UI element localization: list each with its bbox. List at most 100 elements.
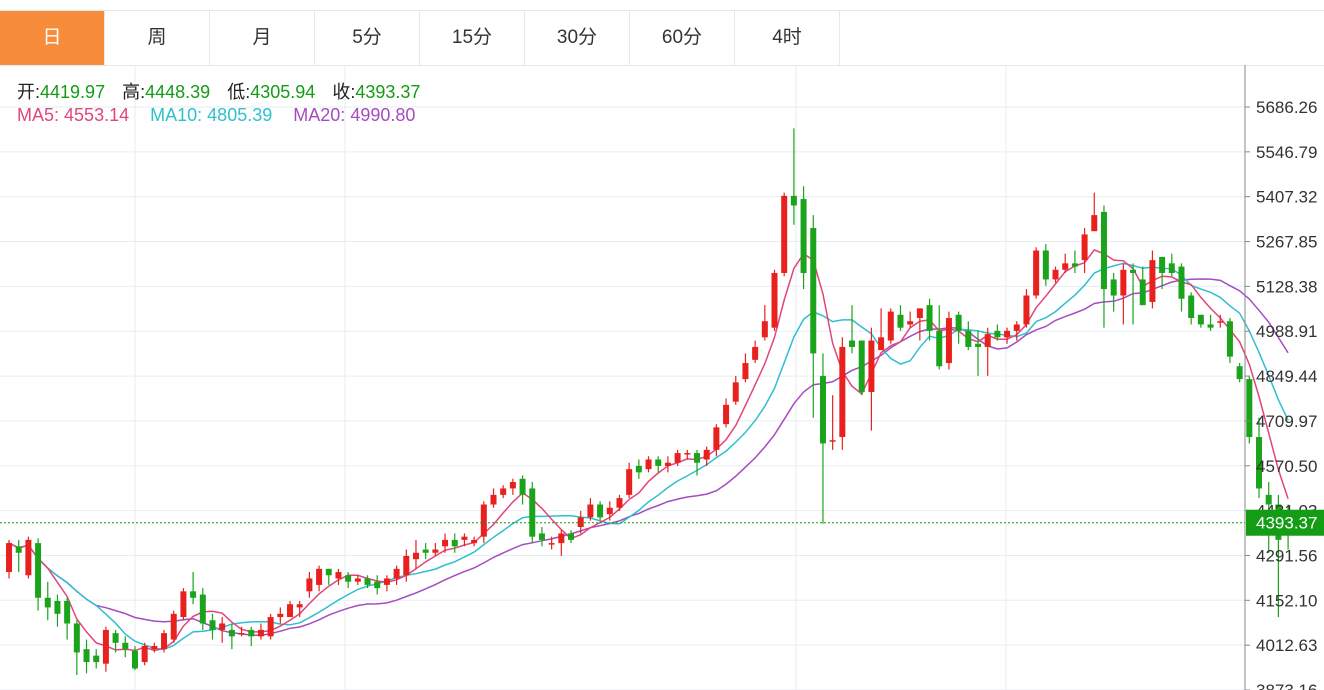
candle bbox=[790, 128, 797, 225]
candle-body bbox=[296, 604, 303, 608]
candle bbox=[713, 424, 720, 457]
candle bbox=[209, 613, 216, 640]
candle-body bbox=[1197, 314, 1204, 325]
tab-30min[interactable]: 30分 bbox=[525, 11, 630, 65]
candle-body bbox=[1226, 321, 1233, 357]
candle bbox=[1188, 292, 1195, 325]
candle bbox=[684, 449, 691, 460]
candle-body bbox=[858, 340, 865, 392]
ma5-value: 4553.14 bbox=[64, 105, 130, 125]
low-value: 4305.94 bbox=[250, 82, 316, 102]
candle bbox=[1207, 314, 1214, 331]
candle bbox=[994, 324, 1001, 341]
candle-body bbox=[916, 308, 923, 319]
candle-body bbox=[219, 623, 226, 630]
candle-body bbox=[287, 604, 294, 618]
candle-body bbox=[849, 340, 856, 347]
y-tick-label: 4988.91 bbox=[1256, 322, 1317, 341]
candle bbox=[897, 305, 904, 331]
candle bbox=[180, 588, 187, 621]
candle bbox=[626, 462, 633, 499]
candle-body bbox=[451, 539, 458, 547]
tab-4hour[interactable]: 4时 bbox=[735, 11, 840, 65]
candle-body bbox=[790, 195, 797, 206]
low-label: 低: bbox=[227, 82, 251, 102]
candle bbox=[1149, 250, 1156, 309]
candle bbox=[1120, 263, 1127, 325]
candle-body bbox=[238, 633, 245, 635]
candle-body bbox=[1217, 321, 1224, 323]
candle bbox=[122, 636, 129, 658]
candle-body bbox=[1256, 436, 1263, 489]
candle bbox=[1197, 314, 1204, 328]
candle-body bbox=[170, 613, 177, 640]
candle bbox=[771, 269, 778, 331]
candle-body bbox=[538, 533, 545, 540]
candle-body bbox=[907, 321, 914, 325]
candle-body bbox=[383, 578, 390, 585]
candle-body bbox=[1033, 250, 1040, 296]
candle bbox=[25, 536, 32, 579]
candle-body bbox=[800, 199, 807, 274]
candle-body bbox=[1188, 295, 1195, 319]
candle-body bbox=[984, 334, 991, 347]
candle-body bbox=[422, 549, 429, 553]
candle-body bbox=[868, 340, 875, 392]
candle bbox=[693, 449, 700, 476]
tab-15min[interactable]: 15分 bbox=[420, 11, 525, 65]
candle-body bbox=[35, 543, 42, 598]
candle-body bbox=[471, 539, 478, 544]
tab-5min[interactable]: 5分 bbox=[315, 11, 420, 65]
candle bbox=[819, 353, 826, 524]
candle-body bbox=[829, 440, 836, 442]
candle-body bbox=[500, 488, 507, 495]
candle bbox=[374, 575, 381, 595]
candle bbox=[1226, 318, 1233, 364]
candle-body bbox=[684, 453, 691, 455]
candle bbox=[277, 607, 284, 624]
candle-body bbox=[461, 536, 468, 540]
tab-60min[interactable]: 60分 bbox=[630, 11, 735, 65]
tab-week[interactable]: 周 bbox=[105, 11, 210, 65]
candle bbox=[732, 375, 739, 405]
candle bbox=[471, 536, 478, 547]
y-tick-label: 5546.79 bbox=[1256, 143, 1317, 162]
candle-body bbox=[1052, 269, 1059, 280]
ma10-value: 4805.39 bbox=[207, 105, 273, 125]
candle-body bbox=[509, 482, 516, 489]
candle-body bbox=[1159, 256, 1166, 274]
candle-body bbox=[306, 578, 313, 592]
candle-body bbox=[635, 465, 642, 473]
candle bbox=[887, 308, 894, 344]
candle bbox=[422, 543, 429, 560]
candle-body bbox=[897, 314, 904, 328]
candle-body bbox=[965, 330, 972, 347]
current-price: 4393.37 bbox=[0, 509, 1324, 536]
candle-body bbox=[490, 494, 497, 505]
close-value: 4393.37 bbox=[355, 82, 421, 102]
candle bbox=[1071, 250, 1078, 274]
candle-body bbox=[354, 578, 361, 582]
candle-body bbox=[645, 459, 652, 470]
candle-body bbox=[674, 453, 681, 463]
candle bbox=[1178, 263, 1185, 312]
candle bbox=[15, 539, 22, 573]
candle-body bbox=[93, 655, 100, 663]
candle bbox=[1110, 273, 1117, 312]
candle-body bbox=[887, 311, 894, 341]
candle-body bbox=[703, 449, 710, 460]
candle-body bbox=[810, 227, 817, 354]
candle bbox=[916, 308, 923, 341]
candle-body bbox=[548, 543, 555, 545]
tab-month[interactable]: 月 bbox=[210, 11, 315, 65]
candle bbox=[102, 626, 109, 672]
candles bbox=[6, 128, 1292, 675]
candle-body bbox=[1042, 250, 1049, 280]
candle bbox=[412, 539, 419, 569]
candle-body bbox=[374, 581, 381, 589]
candle bbox=[325, 568, 332, 585]
candle bbox=[1168, 253, 1175, 277]
candle bbox=[606, 501, 613, 521]
candle bbox=[35, 538, 42, 611]
tab-day[interactable]: 日 bbox=[0, 11, 105, 65]
